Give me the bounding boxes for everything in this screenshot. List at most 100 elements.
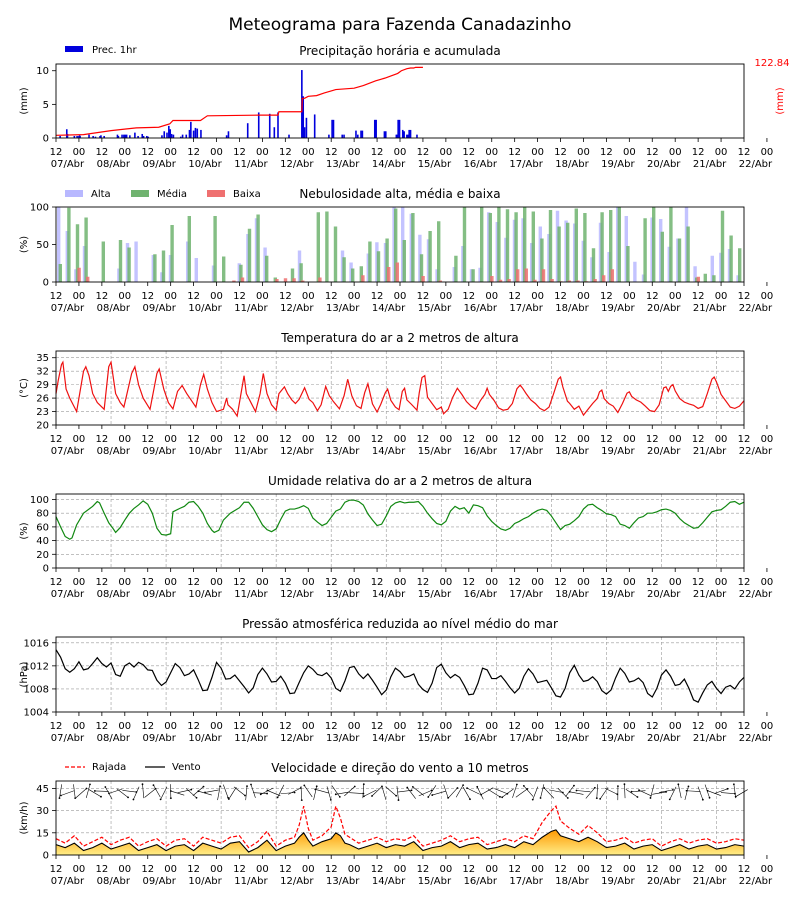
x-tick-label: 12 xyxy=(600,147,613,158)
x-day-label: 21/Abr xyxy=(693,303,727,314)
x-tick-label: 12 xyxy=(692,721,705,732)
y-tick-label: 100 xyxy=(30,495,49,506)
x-day-label: 17/Abr xyxy=(509,876,543,887)
x-tick-label: 00 xyxy=(715,147,728,158)
y-tick-label: 10 xyxy=(36,66,49,77)
precip-bar xyxy=(305,117,308,138)
y-tick-label: 20 xyxy=(36,421,49,432)
precip-bar xyxy=(408,129,410,138)
accum-total-label: 122.84 xyxy=(755,58,790,69)
precip-bar xyxy=(361,130,364,138)
wind-arrow-head xyxy=(314,788,317,791)
precip-bar xyxy=(170,133,173,138)
x-tick-label: 12 xyxy=(233,147,246,158)
wind-arrow-head xyxy=(411,785,414,788)
y-tick-label: 15 xyxy=(36,828,49,839)
series-line xyxy=(55,360,745,418)
wind-arrow xyxy=(480,787,494,795)
y-tick-label: 0 xyxy=(43,851,49,862)
wind-arrow xyxy=(396,786,399,801)
wind-arrow xyxy=(418,790,432,797)
x-day-label: 15/Abr xyxy=(418,446,452,457)
wind-line xyxy=(55,829,745,853)
precip-bar xyxy=(59,135,61,138)
series-line xyxy=(55,499,745,540)
wind-arrow-head xyxy=(159,798,162,801)
precip-bar xyxy=(200,129,202,138)
x-tick-label: 12 xyxy=(95,147,108,158)
x-tick-label: 12 xyxy=(279,291,292,302)
wind-arrow xyxy=(217,786,221,801)
x-tick-label: 12 xyxy=(187,721,200,732)
x-tick-label: 12 xyxy=(95,291,108,302)
x-tick-label: 00 xyxy=(348,147,361,158)
y-tick-label: 1012 xyxy=(24,661,49,672)
wind-arrow-head xyxy=(300,799,303,802)
x-tick-label: 00 xyxy=(669,721,682,732)
precip-bar xyxy=(406,134,408,138)
x-day-label: 07/Abr xyxy=(51,589,85,600)
panel-title: Velocidade e direção do vento a 10 metro… xyxy=(271,761,528,775)
precip-bar xyxy=(66,133,69,138)
y-axis-label: (%) xyxy=(19,236,30,253)
wind-arrow xyxy=(185,788,197,799)
wind-arrow-head xyxy=(152,784,155,786)
x-day-label: 18/Abr xyxy=(555,159,589,170)
panel-title: Umidade relativa do ar a 2 metros de alt… xyxy=(268,474,532,488)
precip-bar xyxy=(227,131,230,138)
cloud-bar-média xyxy=(480,207,484,282)
cloud-bar-média xyxy=(84,217,88,282)
wind-arrow xyxy=(432,790,446,796)
x-tick-label: 00 xyxy=(439,147,452,158)
x-day-label: 17/Abr xyxy=(509,589,543,600)
x-tick-label: 00 xyxy=(118,721,131,732)
x-tick-label: 00 xyxy=(348,721,361,732)
precip-bar xyxy=(288,134,290,138)
wind-arrow-head xyxy=(406,786,409,789)
cloud-bar-média xyxy=(514,212,518,282)
cloud-bar-média xyxy=(428,231,432,282)
x-tick-label: 00 xyxy=(623,147,636,158)
precip-bar xyxy=(407,134,410,138)
cloud-bar-média xyxy=(738,248,742,282)
cloud-bar-baixa xyxy=(507,279,511,282)
x-day-label: 09/Abr xyxy=(142,733,176,744)
x-day-label: 12/Abr xyxy=(280,303,314,314)
wind-arrow xyxy=(407,787,416,799)
wind-arrow xyxy=(160,786,168,800)
wind-arrow xyxy=(300,786,303,801)
wind-arrow-head xyxy=(85,787,88,790)
cloud-bar-baixa xyxy=(283,278,288,282)
wind-arrow-head xyxy=(381,785,383,788)
x-tick-label: 12 xyxy=(508,291,521,302)
cloud-bar-baixa xyxy=(395,262,400,282)
x-tick-label: 12 xyxy=(738,577,751,588)
x-day-label: 18/Abr xyxy=(555,876,589,887)
x-tick-label: 12 xyxy=(692,577,705,588)
wind-arrow-head xyxy=(687,785,690,788)
x-tick-label: 00 xyxy=(210,291,223,302)
wind-arrow xyxy=(650,784,655,799)
wind-arrow xyxy=(381,786,387,800)
precip-bar xyxy=(395,134,398,138)
wind-arrow xyxy=(585,787,596,799)
wind-arrow xyxy=(280,792,295,795)
x-day-label: 11/Abr xyxy=(234,446,268,457)
chart-panel-5: Pressão atmosférica reduzida ao nível mé… xyxy=(19,617,773,744)
wind-arrow-head xyxy=(395,794,398,797)
cloud-bar-média xyxy=(497,207,501,282)
meteogram-title: Meteograma para Fazenda Canadazinho xyxy=(228,15,572,35)
x-day-label: 21/Abr xyxy=(693,446,727,457)
x-tick-label: 12 xyxy=(325,147,338,158)
y-tick-label: 40 xyxy=(36,536,49,547)
x-day-label: 13/Abr xyxy=(326,733,360,744)
x-tick-label: 00 xyxy=(302,721,315,732)
precip-bar xyxy=(79,135,81,138)
x-tick-label: 00 xyxy=(531,864,544,875)
x-tick-label: 12 xyxy=(371,434,384,445)
cloud-bar-baixa xyxy=(421,276,425,282)
x-tick-label: 00 xyxy=(761,147,774,158)
wind-arrow xyxy=(277,784,285,798)
cloud-bar-média xyxy=(505,209,510,282)
precip-bar xyxy=(65,129,68,138)
